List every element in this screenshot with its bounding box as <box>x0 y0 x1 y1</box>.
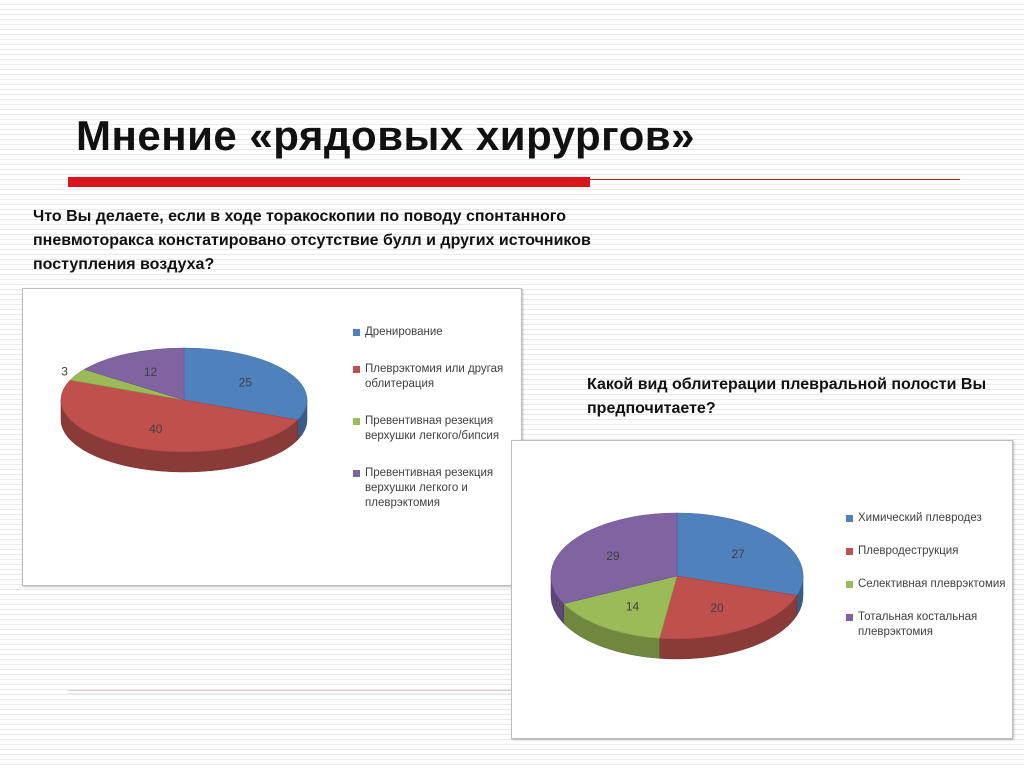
legend-label: Превентивная резекция верхушки легкого/б… <box>365 415 500 442</box>
chart-2-legend-item: Плевродеструкция <box>846 544 1006 559</box>
pie-slice <box>60 379 299 453</box>
legend-swatch <box>353 366 360 373</box>
legend-label: Химический плевродез <box>858 512 982 524</box>
pie-data-label: 29 <box>606 549 620 563</box>
legend-swatch <box>353 418 360 425</box>
pie-data-label: 40 <box>149 422 163 436</box>
pie-data-label: 27 <box>731 547 745 561</box>
legend-label: Селективная плеврэктомия <box>858 578 1006 590</box>
title-underline-bar <box>68 177 590 187</box>
footer-divider <box>68 693 511 694</box>
chart-2-frame: 27 20 14 29 Химический плевродез Плевродест… <box>511 440 1013 739</box>
question-1: Что Вы делаете, если в ходе торакоскопии… <box>33 208 591 273</box>
chart-1-legend-item: Плеврэктомия или другая облитерация <box>353 362 518 392</box>
chart-1-legend: Дренирование Плеврэктомия или другая обл… <box>353 325 518 533</box>
chart-1-frame: 25 40 3 12 Дренирование Плеврэктомия или др… <box>22 288 522 586</box>
legend-swatch <box>846 548 853 555</box>
pie-data-label: 20 <box>710 601 724 615</box>
chart-1-legend-item: Превентивная резекция верхушки легкого и… <box>353 466 518 511</box>
chart-1-legend-item: Дренирование <box>353 325 518 340</box>
pie-data-label: 3 <box>61 365 68 379</box>
chart-2-legend: Химический плевродез Плевродеструкция Се… <box>846 511 1006 658</box>
pie-slice <box>183 347 308 421</box>
pie-slice <box>563 575 678 639</box>
chart-2-legend-item: Селективная плеврэктомия <box>846 577 1006 592</box>
title-underline-line <box>590 179 960 180</box>
pie-slice <box>659 575 798 640</box>
pie-data-label: 25 <box>239 376 253 390</box>
pie-data-label: 14 <box>626 600 640 614</box>
pie-slice <box>676 512 804 596</box>
footer-divider <box>68 690 511 691</box>
legend-label: Плеврэктомия или другая облитерация <box>365 363 504 390</box>
pie-slice <box>83 347 185 401</box>
legend-label: Дренирование <box>365 326 443 338</box>
chart-1-pie: 25 40 3 12 <box>60 347 308 473</box>
legend-swatch <box>846 515 853 522</box>
legend-swatch <box>846 581 853 588</box>
chart-2-legend-item: Тотальная костальная плеврэктомия <box>846 610 1006 640</box>
legend-label: Тотальная костальная плеврэктомия <box>858 611 978 638</box>
chart-1-legend-item: Превентивная резекция верхушки легкого/б… <box>353 414 518 444</box>
legend-swatch <box>353 329 360 336</box>
pie-slice <box>550 512 678 604</box>
slide-title: Мнение «рядовых хирургов» <box>76 112 695 159</box>
legend-label: Превентивная резекция верхушки легкого и… <box>365 467 494 509</box>
chart-2-legend-item: Химический плевродез <box>846 511 1006 526</box>
legend-label: Плевродеструкция <box>858 545 959 557</box>
question-2: Какой вид облитерации плевральной полост… <box>587 376 987 417</box>
pie-data-label: 12 <box>144 365 158 379</box>
legend-swatch <box>846 614 853 621</box>
chart-2-pie: 27 20 14 29 <box>550 512 804 660</box>
legend-swatch <box>353 470 360 477</box>
